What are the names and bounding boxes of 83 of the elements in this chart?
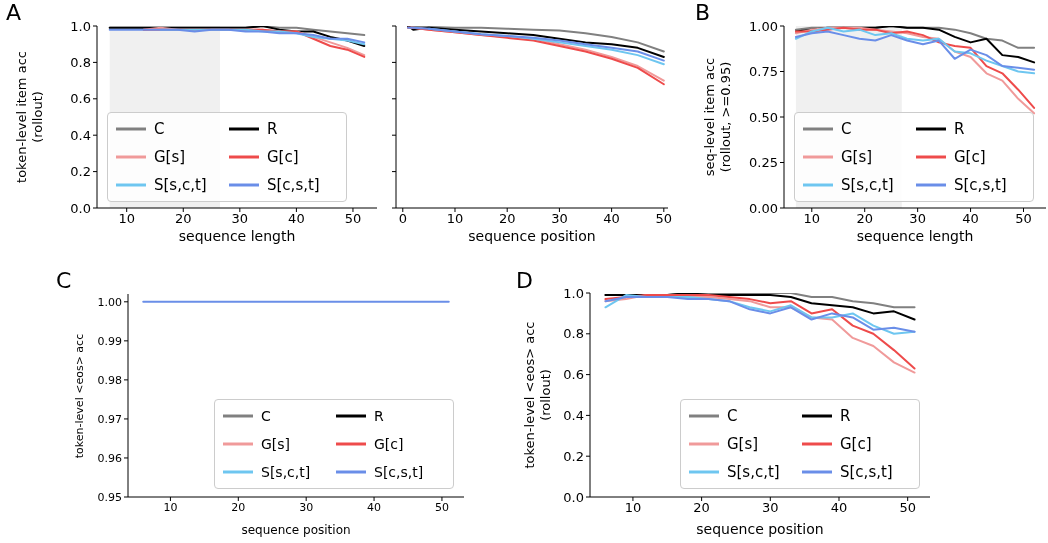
legend-label: C: [261, 408, 271, 424]
y-tick-label: 0.50: [749, 109, 778, 125]
legend-label: S[c,s,t]: [374, 464, 424, 480]
x-tick-label: 20: [174, 211, 192, 227]
x-tick-label: 40: [962, 211, 979, 227]
y-tick-label: 0.0: [563, 489, 584, 505]
x-tick-label: 40: [288, 211, 305, 227]
y-tick-label: 0.75: [749, 64, 778, 80]
text: A: [6, 0, 22, 25]
y-tick-label: 0.2: [563, 448, 584, 464]
x-axis-title: sequence position: [468, 228, 596, 244]
y-tick-label: 0.96: [97, 451, 122, 465]
x-tick-label: 30: [299, 500, 314, 514]
legend-label: G[s]: [727, 435, 759, 453]
y-tick-label: 0.97: [97, 412, 122, 426]
x-tick-label: 20: [498, 211, 516, 227]
legend-label: R: [840, 407, 851, 425]
text: C: [56, 268, 72, 293]
x-tick-label: 10: [624, 500, 642, 516]
x-tick-label: 50: [655, 211, 673, 227]
legend-label: C: [841, 120, 852, 138]
y-tick-label: 0.4: [563, 408, 584, 424]
x-tick-label: 50: [344, 211, 362, 227]
legend-label: G[s]: [841, 148, 873, 166]
y-axis-title: token-level <eos> acc (rollout): [522, 321, 554, 469]
x-axis-title: sequence length: [178, 228, 296, 244]
legend-label: S[c,s,t]: [840, 463, 893, 481]
x-tick-label: 20: [231, 500, 246, 514]
x-tick-label: 0: [398, 211, 407, 227]
x-tick-label: 10: [163, 500, 178, 514]
legend-label: S[c,s,t]: [954, 176, 1007, 194]
y-tick-label: 0.6: [563, 367, 584, 383]
x-tick-label: 40: [603, 211, 620, 227]
x-axis-title: sequence position: [241, 523, 351, 537]
y-tick-label: 0.25: [749, 155, 778, 171]
x-tick-label: 30: [551, 211, 568, 227]
x-tick-label: 40: [367, 500, 382, 514]
x-tick-label: 20: [693, 500, 710, 516]
legend-label: R: [267, 120, 278, 138]
y-tick-label: 0.2: [70, 164, 91, 180]
legend-label: G[c]: [267, 148, 299, 166]
legend-label: R: [954, 120, 965, 138]
legend-label: S[s,c,t]: [154, 176, 207, 194]
x-tick-label: 10: [803, 211, 821, 227]
x-axis-title: sequence position: [696, 521, 824, 537]
y-tick-label: 0.95: [97, 490, 122, 504]
x-tick-label: 10: [446, 211, 464, 227]
x-tick-label: 30: [909, 211, 926, 227]
x-tick-label: 50: [899, 500, 916, 516]
legend-label: C: [154, 120, 165, 138]
legend-label: G[c]: [954, 148, 986, 166]
y-tick-label: 0.8: [70, 55, 91, 71]
x-axis-title: sequence length: [856, 228, 974, 244]
legend-label: G[s]: [154, 148, 186, 166]
y-axis-title: token-level <eos> acc: [73, 333, 87, 458]
legend-label: S[s,c,t]: [841, 176, 894, 194]
x-tick-label: 40: [830, 500, 848, 516]
y-tick-label: 1.00: [97, 295, 122, 309]
text: D: [516, 268, 533, 293]
x-tick-label: 50: [1015, 211, 1032, 227]
legend-label: C: [727, 407, 738, 425]
y-tick-label: 0.4: [70, 127, 91, 143]
y-tick-label: 0.00: [749, 200, 778, 216]
x-tick-label: 20: [856, 211, 873, 227]
y-tick-label: 0.6: [70, 91, 91, 107]
x-tick-label: 10: [118, 211, 135, 227]
y-tick-label: 0.98: [97, 373, 122, 387]
x-tick-label: 30: [231, 211, 249, 227]
y-axis-title: token-level item acc (rollout): [14, 51, 46, 183]
legend-label: S[s,c,t]: [261, 464, 311, 480]
y-tick-label: 0.8: [563, 326, 584, 342]
legend-label: G[s]: [261, 436, 291, 452]
legend-label: S[s,c,t]: [727, 463, 780, 481]
y-axis-title: seq-level item acc (rollout, >=0.95): [702, 57, 734, 177]
legend-label: G[c]: [840, 435, 872, 453]
legend-label: G[c]: [374, 436, 404, 452]
x-tick-label: 30: [762, 500, 779, 516]
y-tick-label: 0.99: [97, 334, 122, 348]
text: B: [695, 0, 711, 25]
legend-label: S[c,s,t]: [267, 176, 320, 194]
y-tick-label: 0.0: [70, 200, 91, 216]
x-tick-label: 50: [434, 500, 449, 514]
legend-label: R: [374, 408, 384, 424]
